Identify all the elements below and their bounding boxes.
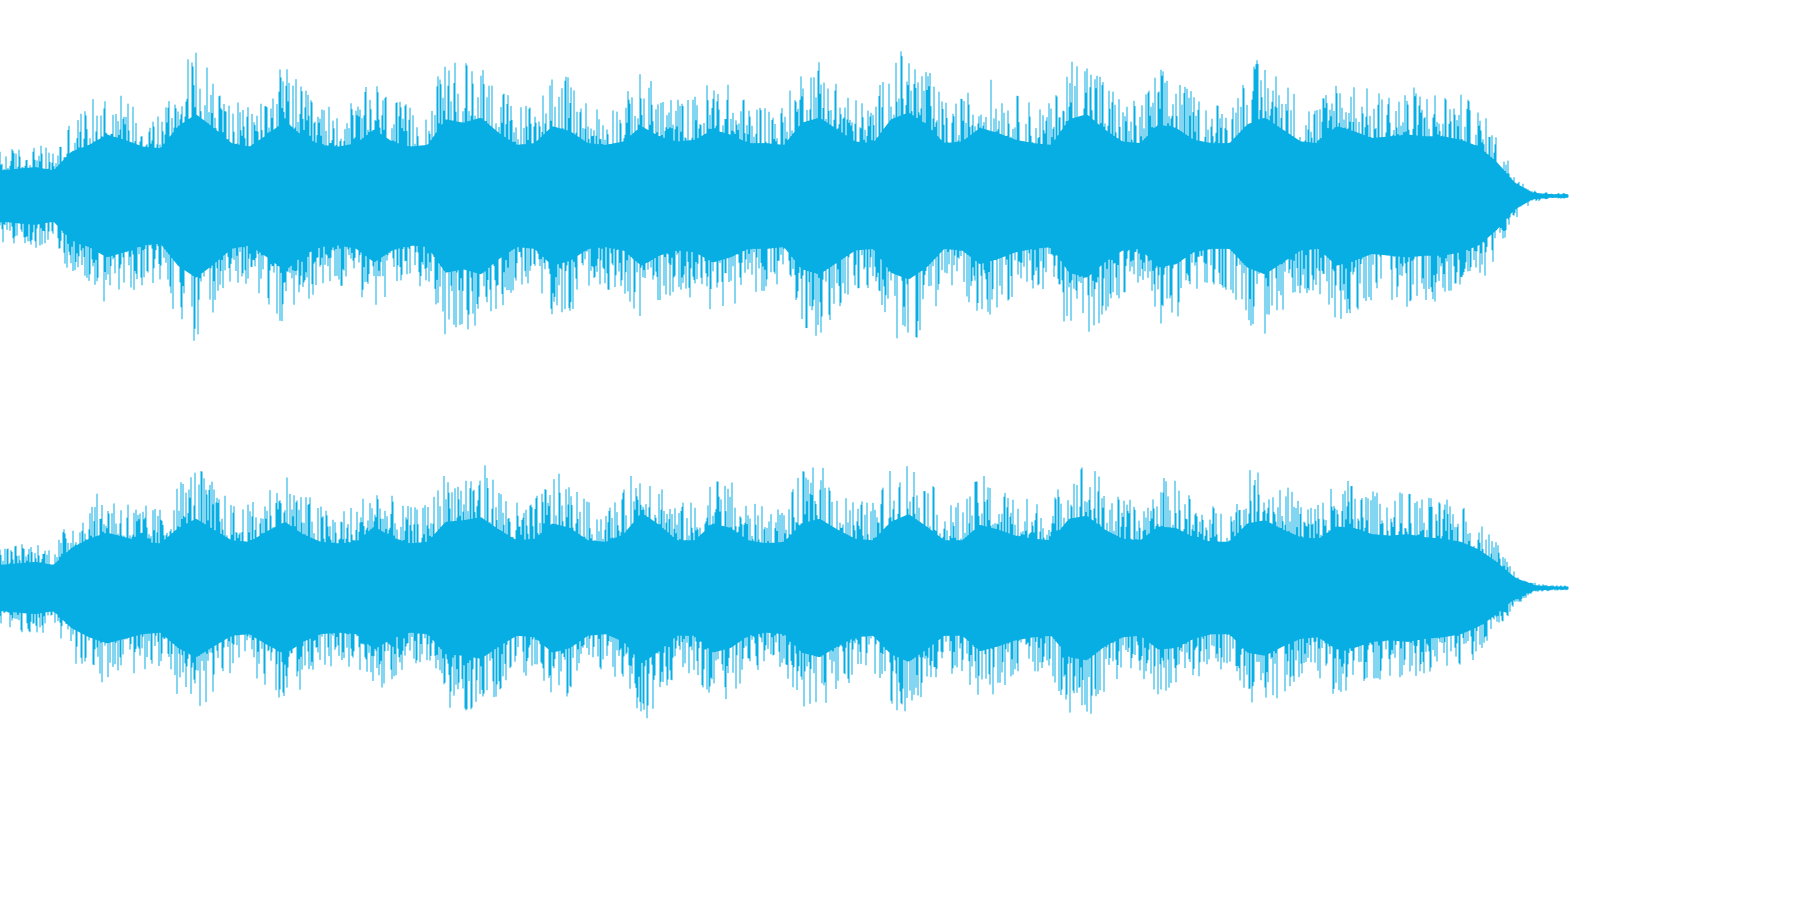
waveform-peaks (0, 51, 1569, 341)
waveform-peaks (0, 465, 1569, 719)
waveform-channel-1 (0, 51, 1569, 341)
waveform-channel-2 (0, 465, 1569, 719)
